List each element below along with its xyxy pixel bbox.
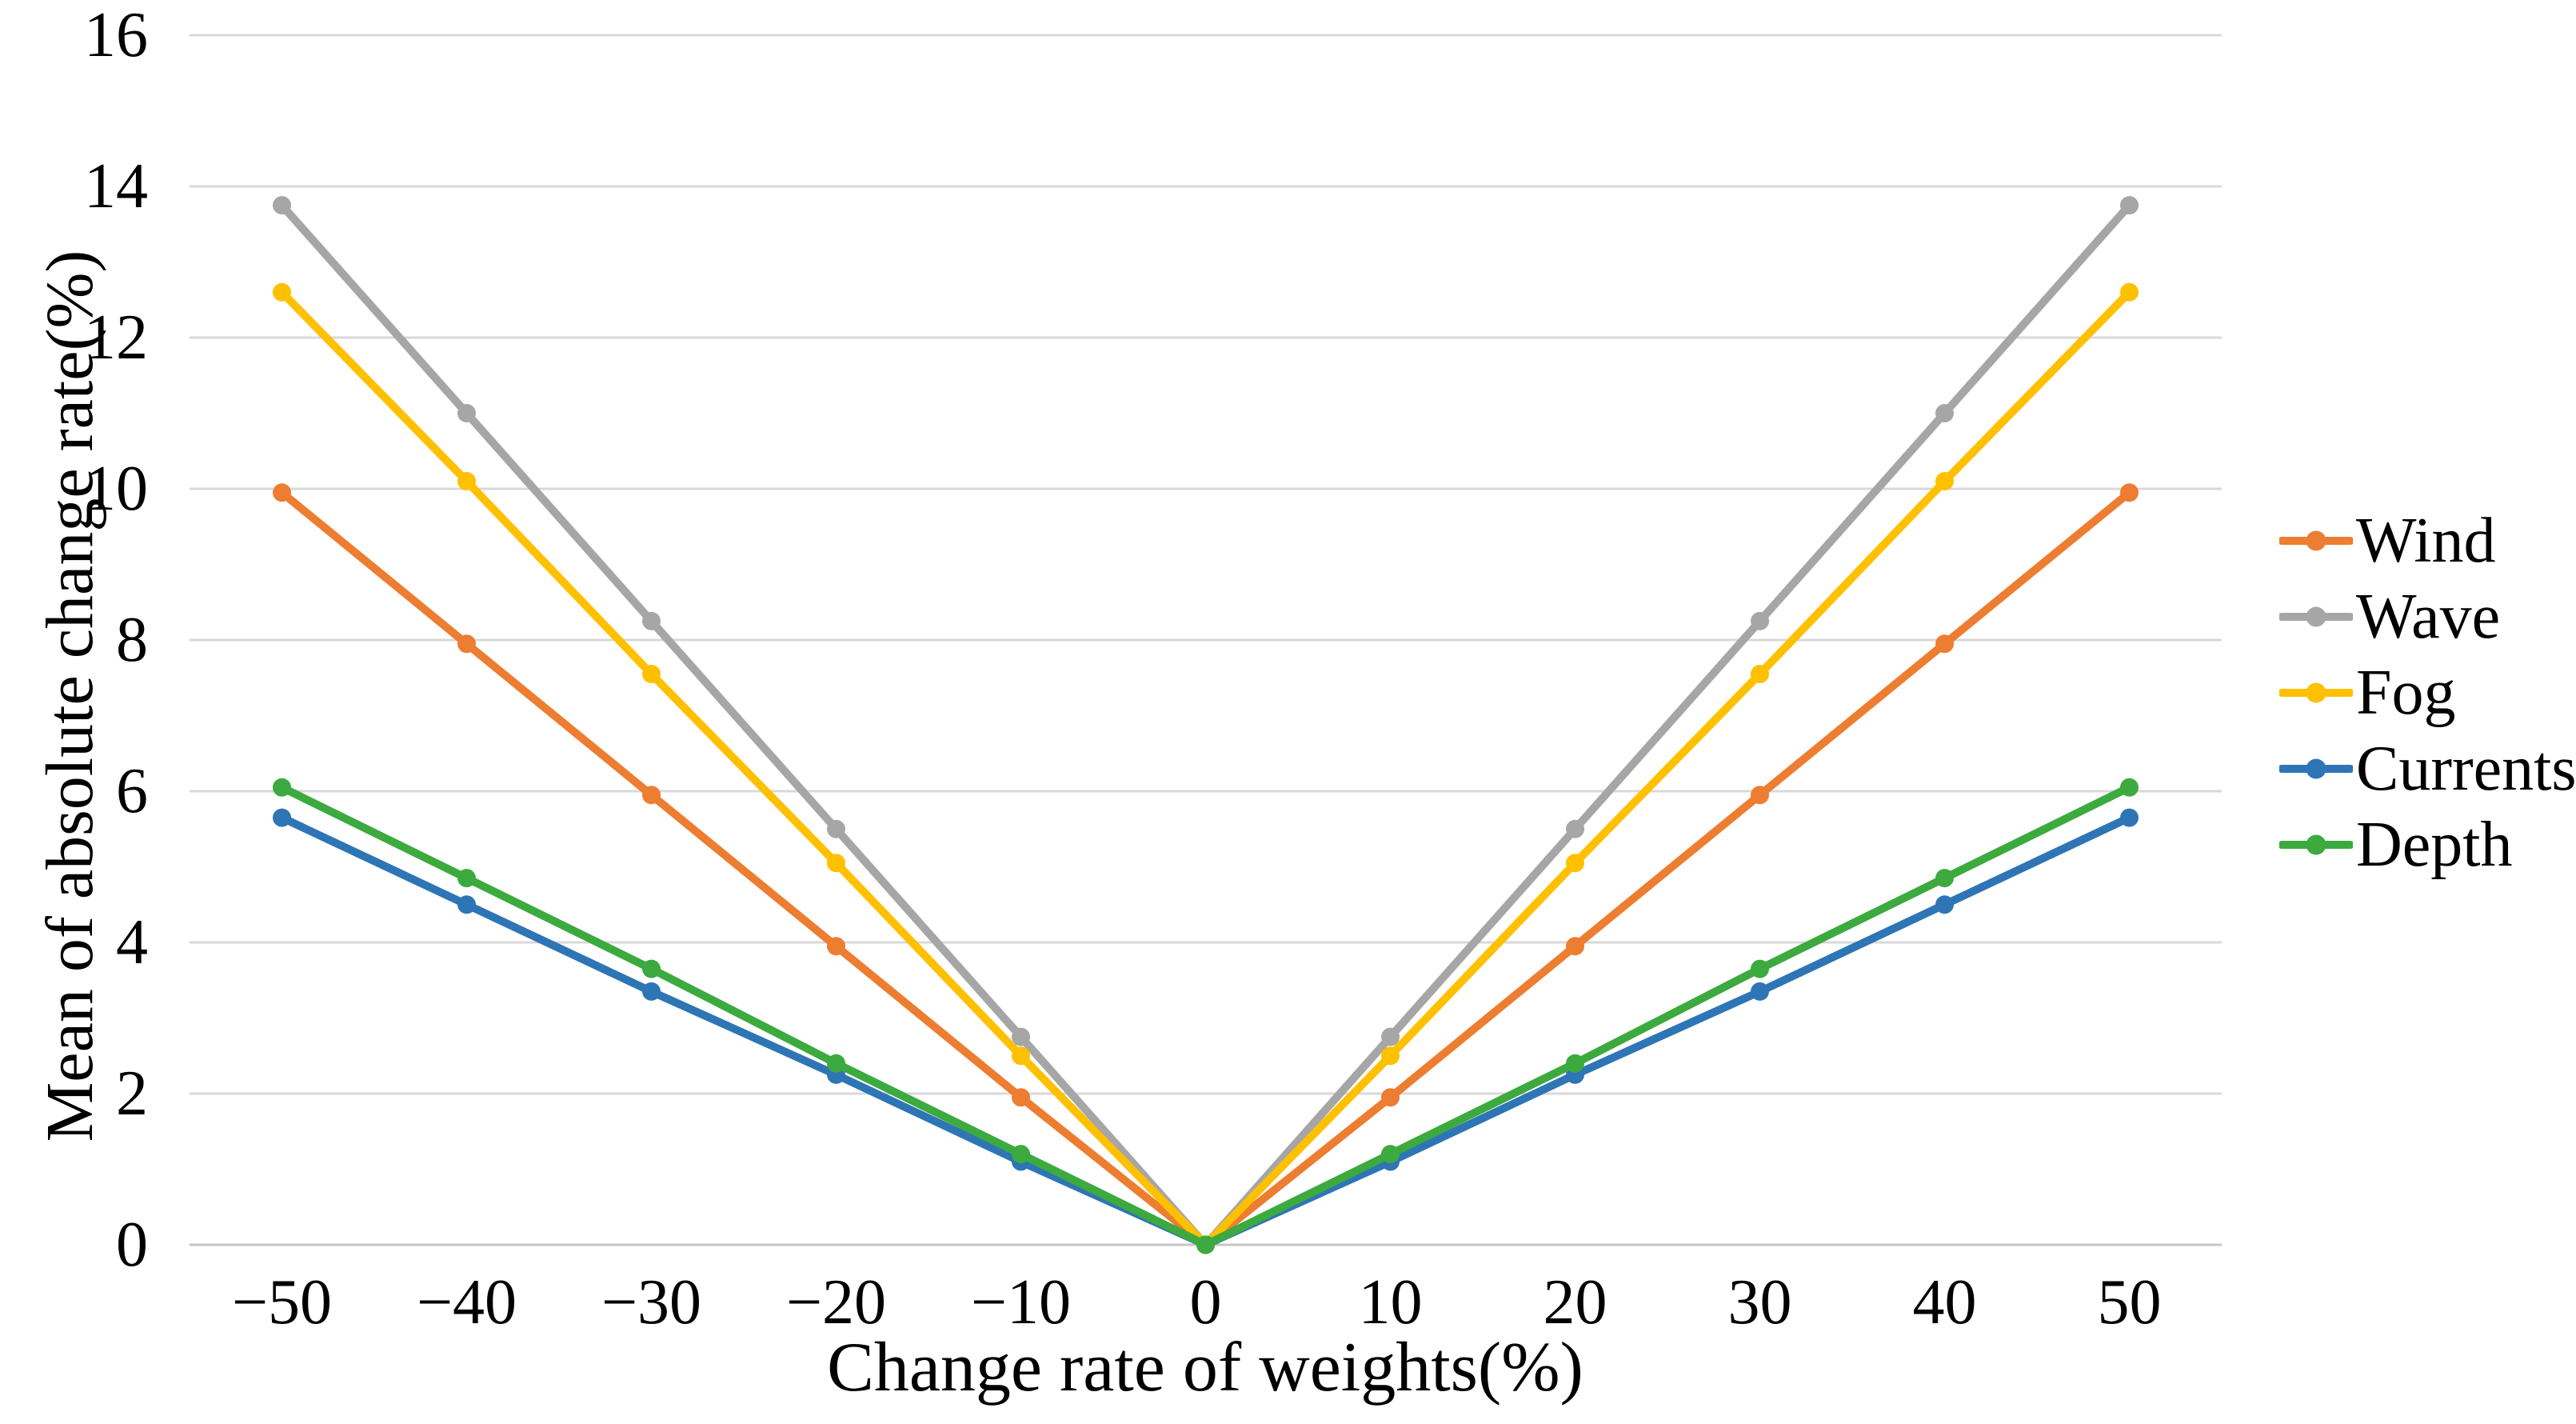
x-axis-label--30: −30 [601,1267,702,1338]
marker-wind--40 [457,634,476,654]
x-axis-label-30: 30 [1727,1267,1792,1338]
x-axis-label-20: 20 [1543,1267,1608,1338]
marker-wave--40 [457,404,476,422]
x-axis-label--20: −20 [785,1267,887,1338]
marker-fog-40 [1935,472,1954,491]
x-axis-label--50: −50 [231,1267,333,1338]
x-axis-label--40: −40 [416,1267,517,1338]
legend-line-marker-icon [2279,530,2353,550]
legend-item-wave: Wave [2279,578,2500,654]
y-axis-label-6: 6 [116,756,148,826]
marker-currents-50 [2120,808,2139,827]
marker-wave-30 [1751,611,1769,630]
legend-item-fog: Fog [2279,654,2456,730]
marker-fog-10 [1381,1046,1400,1066]
y-axis-label-10: 10 [84,454,148,524]
legend-label-currents: Currents [2356,733,2576,804]
marker-depth--10 [1012,1145,1030,1164]
legend-line-marker-icon [2279,834,2353,854]
marker-depth-30 [1751,959,1769,978]
y-axis-title: Mean of absolute change rate(%) [33,250,107,1142]
y-axis-label-16: 16 [84,0,148,70]
marker-wind-10 [1381,1088,1400,1107]
legend-marker-dot [2306,606,2326,626]
legend-label-depth: Depth [2356,809,2513,880]
series-line-fog [278,288,2134,1249]
marker-depth-50 [2120,778,2139,797]
marker-fog--20 [827,854,845,873]
marker-fog--10 [1012,1046,1030,1066]
series-line-currents [278,814,2134,1249]
legend-line-marker-icon [2279,682,2353,702]
y-axis-label-14: 14 [84,151,148,222]
marker-depth--50 [273,778,291,797]
series-line-depth [278,783,2134,1249]
marker-wind--20 [827,937,845,956]
y-axis-label-4: 4 [116,907,148,978]
marker-depth--20 [827,1054,845,1073]
legend-item-currents: Currents [2279,730,2576,806]
marker-fog--30 [642,665,661,684]
y-axis-label-12: 12 [84,302,148,373]
marker-wind-30 [1751,786,1769,805]
x-axis-label--10: −10 [970,1267,1072,1338]
marker-wave-50 [2120,196,2139,215]
marker-wave--20 [827,819,845,838]
x-axis-label-40: 40 [1912,1267,1977,1338]
marker-currents-30 [1751,982,1769,1001]
legend-marker-dot [2306,682,2326,702]
marker-fog-50 [2120,282,2139,302]
marker-currents--40 [457,895,476,914]
series-line-wave [278,201,2134,1249]
marker-wind-40 [1935,634,1954,654]
marker-currents--30 [642,982,661,1001]
marker-depth-10 [1381,1145,1400,1164]
marker-wave--50 [273,196,291,215]
marker-currents--50 [273,808,291,827]
marker-depth-20 [1566,1054,1584,1073]
x-axis-label-10: 10 [1358,1267,1423,1338]
marker-wind-50 [2120,483,2139,502]
legend-item-wind: Wind [2279,502,2496,578]
legend-label-fog: Fog [2356,657,2456,728]
x-axis-label-50: 50 [2097,1267,2162,1338]
y-axis-label-8: 8 [116,605,148,675]
marker-wave--10 [1012,1027,1030,1046]
marker-fog--50 [273,282,291,302]
y-axis-label-2: 2 [116,1058,148,1129]
legend-marker-dot [2306,530,2326,550]
marker-fog-20 [1566,854,1584,873]
x-axis-title: Change rate of weights(%) [827,1329,1584,1406]
legend-item-depth: Depth [2279,806,2513,882]
legend-marker-dot [2306,758,2326,778]
legend-label-wind: Wind [2356,505,2496,576]
marker-depth-0 [1196,1235,1215,1254]
marker-wind--30 [642,786,661,805]
marker-wave-10 [1381,1027,1400,1046]
marker-fog-30 [1751,665,1769,684]
marker-depth--30 [642,959,661,978]
legend-line-marker-icon [2279,606,2353,626]
marker-wave--30 [642,611,661,630]
marker-fog--40 [457,472,476,491]
marker-wind-20 [1566,937,1584,956]
legend-label-wave: Wave [2356,581,2501,652]
series-line-wind [278,488,2134,1249]
marker-wave-40 [1935,404,1954,422]
marker-depth-40 [1935,869,1954,888]
x-axis-label-0: 0 [1189,1267,1222,1338]
y-axis-label-0: 0 [116,1210,148,1280]
marker-wind--10 [1012,1088,1030,1107]
legend-line-marker-icon [2279,758,2353,778]
marker-wind--50 [273,483,291,502]
marker-currents-40 [1935,895,1954,914]
legend-marker-dot [2306,834,2326,854]
marker-depth--40 [457,869,476,888]
marker-wave-20 [1566,819,1584,838]
